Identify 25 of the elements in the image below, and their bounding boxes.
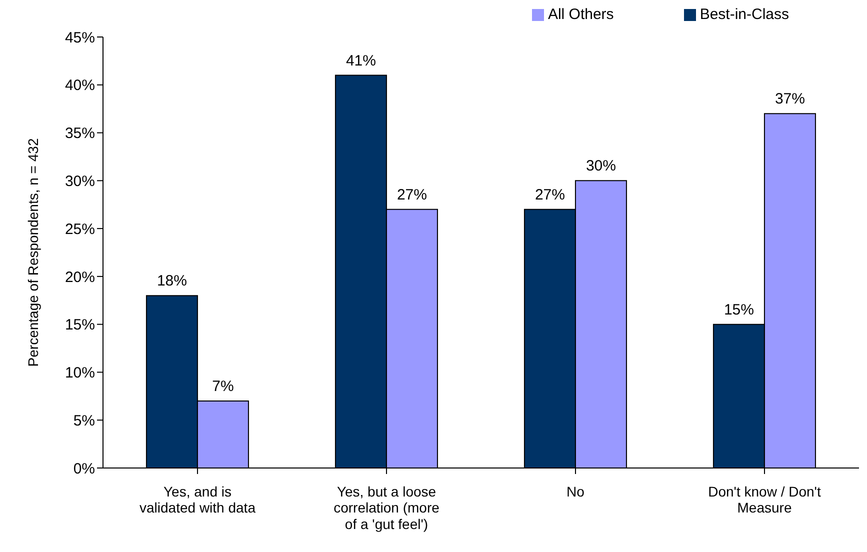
y-tick-label: 40% bbox=[64, 77, 95, 94]
data-label: 41% bbox=[346, 52, 376, 70]
data-label: 7% bbox=[212, 378, 234, 395]
y-tick-label: 30% bbox=[64, 172, 95, 190]
y-tick-label: 20% bbox=[64, 268, 95, 286]
x-tick-label: No bbox=[566, 484, 585, 500]
data-label: 15% bbox=[724, 301, 754, 318]
y-tick-label: 45% bbox=[64, 29, 95, 46]
legend-label: Best-in-Class bbox=[700, 6, 789, 23]
data-label: 37% bbox=[774, 90, 805, 108]
y-tick-label: 25% bbox=[64, 220, 95, 238]
x-tick-label: Yes, and is validated with data bbox=[140, 484, 256, 516]
y-tick-label: 0% bbox=[73, 460, 95, 478]
x-tick-label: Don't know / Don't Measure bbox=[708, 484, 821, 516]
y-tick-label: 5% bbox=[73, 412, 95, 430]
y-tick-label: 35% bbox=[64, 125, 95, 142]
data-label: 30% bbox=[586, 158, 616, 175]
data-label: 18% bbox=[156, 272, 187, 290]
legend-label: All Others bbox=[548, 6, 614, 23]
y-tick-label: 10% bbox=[64, 364, 95, 382]
y-tick-label: 15% bbox=[64, 316, 95, 334]
data-label: 27% bbox=[396, 186, 427, 204]
x-tick-label: Yes, but a loose correlation (more of a 'gut feel') bbox=[334, 484, 440, 532]
data-label: 27% bbox=[534, 186, 565, 204]
y-axis-title: Percentage of Respondents, n = 432 bbox=[24, 138, 41, 367]
